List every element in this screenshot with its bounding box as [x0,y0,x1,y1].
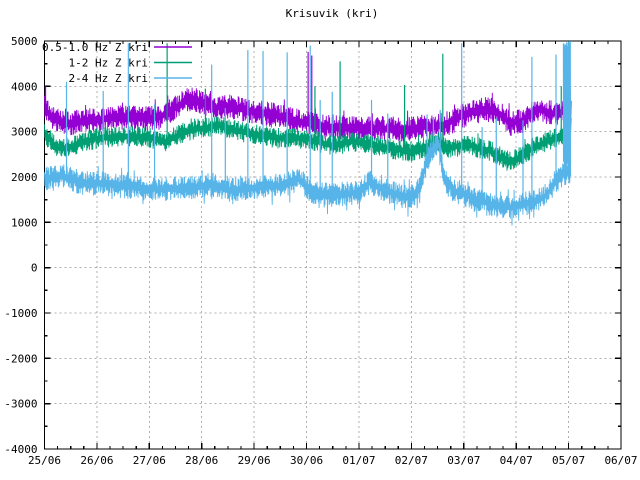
y-tick-label: 5000 [11,35,38,48]
legend-label-0: 0.5-1.0 Hz Z kri [42,41,148,54]
axis-labels-layer: -4000 -3000 -2000 -1000 0 1000 2000 3000 4000 500… [4,35,637,467]
x-tick-label: 04/07 [500,454,533,467]
legend-label-1: 1-2 Hz Z kri [69,57,148,70]
x-tick-label: 01/07 [342,454,375,467]
series-burst-2 [562,41,572,177]
x-tick-label: 05/07 [552,454,585,467]
x-tick-label: 25/06 [28,454,61,467]
legend-label-2: 2-4 Hz Z kri [69,72,148,85]
x-tick-label: 06/07 [604,454,637,467]
x-tick-label: 02/07 [395,454,428,467]
y-tick-label: -2000 [4,352,37,365]
series-band-1 [44,116,572,171]
x-tick-label: 30/06 [290,454,323,467]
grid-layer [44,41,621,449]
x-tick-label: 27/06 [133,454,166,467]
x-tick-label: 29/06 [238,454,271,467]
frame-layer [43,40,622,450]
legend: 0.5-1.0 Hz Z kri 1-2 Hz Z kri 2-4 Hz Z kri [42,41,192,85]
series-band-2 [44,134,572,226]
x-tick-label: 26/06 [80,454,113,467]
y-tick-label: -3000 [4,398,37,411]
y-tick-label: 1000 [11,216,38,229]
y-tick-label: 3000 [11,126,38,139]
chart-title: Krisuvik (kri) [286,7,379,20]
y-tick-label: -4000 [4,443,37,456]
x-tick-label: 28/06 [185,454,218,467]
y-tick-label: -1000 [4,307,37,320]
y-tick-label: 4000 [11,80,38,93]
y-tick-label: 2000 [11,171,38,184]
x-tick-label: 03/07 [447,454,480,467]
y-tick-label: 0 [31,262,38,275]
series-layer [44,41,572,226]
